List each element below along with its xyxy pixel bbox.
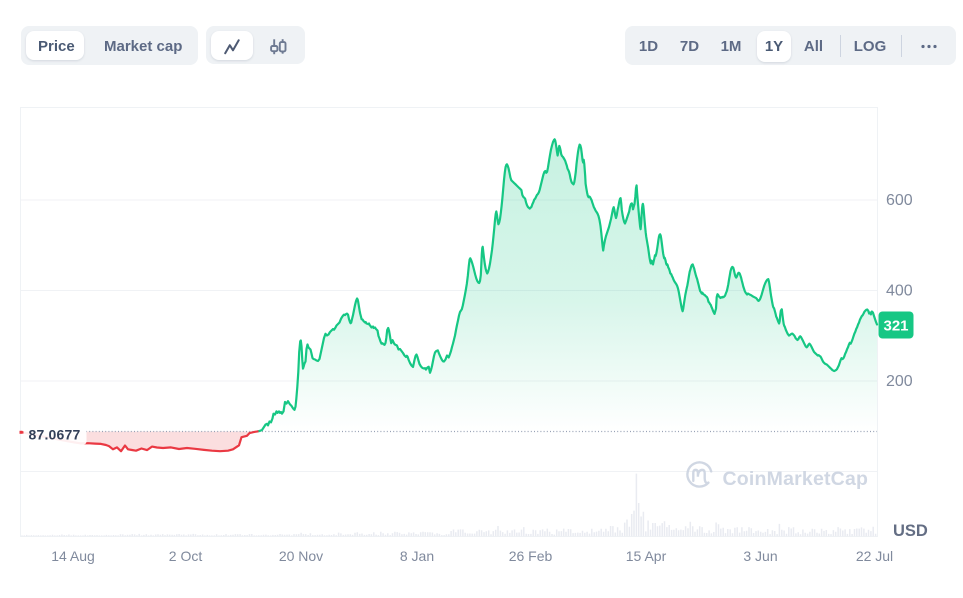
svg-text:321: 321 [883,318,908,335]
svg-text:87.0677: 87.0677 [29,426,81,442]
svg-text:15 Apr: 15 Apr [626,548,667,564]
svg-text:USD: USD [893,522,928,540]
svg-text:14 Aug: 14 Aug [51,548,95,564]
svg-text:3 Jun: 3 Jun [743,548,777,564]
svg-text:400: 400 [886,283,913,300]
svg-text:22 Jul: 22 Jul [856,548,893,564]
svg-text:2 Oct: 2 Oct [169,548,203,564]
svg-text:8 Jan: 8 Jan [400,548,434,564]
svg-text:26 Feb: 26 Feb [509,548,553,564]
svg-text:20 Nov: 20 Nov [279,548,323,564]
svg-text:CoinMarketCap: CoinMarketCap [723,468,869,490]
svg-text:200: 200 [886,373,913,390]
svg-text:600: 600 [886,192,913,209]
